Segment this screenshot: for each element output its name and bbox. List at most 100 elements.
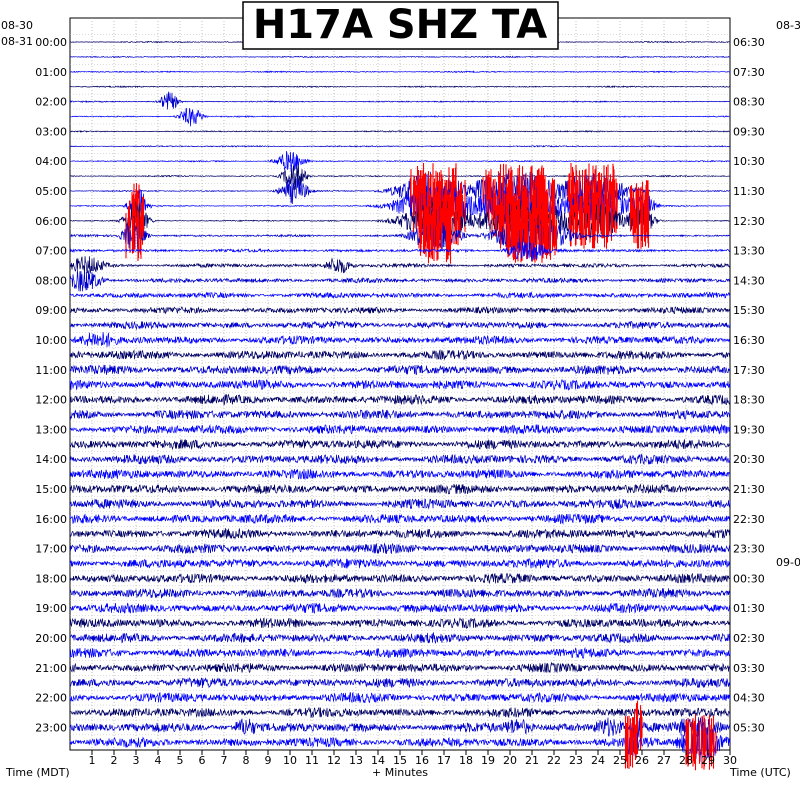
right-hour-label: 19:30 xyxy=(733,423,765,436)
x-tick-label: 9 xyxy=(265,754,272,767)
seismic-trace xyxy=(69,91,731,110)
left-hour-label: 13:00 xyxy=(35,423,67,436)
seismic-trace xyxy=(69,631,731,645)
seismic-trace xyxy=(69,378,731,391)
left-hour-label: 10:00 xyxy=(35,334,67,347)
right-hour-label: 05:30 xyxy=(733,721,765,734)
seismic-trace xyxy=(69,107,730,127)
x-tick-label: 20 xyxy=(503,754,517,767)
x-tick-label: 18 xyxy=(459,754,473,767)
left-hour-label: 21:00 xyxy=(35,662,67,675)
seismic-trace xyxy=(69,320,731,331)
seismic-trace xyxy=(69,572,731,585)
seismic-trace xyxy=(69,164,731,190)
seismic-trace xyxy=(69,184,731,227)
seismic-trace xyxy=(69,676,731,689)
x-tick-label: 13 xyxy=(349,754,363,767)
x-tick-label: 28 xyxy=(679,754,693,767)
seismic-trace xyxy=(69,542,731,555)
right-hour-label: 02:30 xyxy=(733,632,765,645)
seismic-trace xyxy=(70,85,731,89)
seismic-trace xyxy=(69,423,731,435)
x-tick-label: 2 xyxy=(111,754,118,767)
right-hour-label: 12:30 xyxy=(733,215,765,228)
right-hour-label: 06:30 xyxy=(733,36,765,49)
x-tick-label: 7 xyxy=(221,754,228,767)
x-tick-label: 1 xyxy=(89,754,96,767)
seismic-trace xyxy=(69,587,731,599)
x-tick-label: 30 xyxy=(723,754,737,767)
left-hour-label: 03:00 xyxy=(35,125,67,138)
right-hour-label: 01:30 xyxy=(733,602,765,615)
seismic-trace xyxy=(69,256,731,275)
right-hour-label: 15:30 xyxy=(733,304,765,317)
seismic-trace xyxy=(69,602,731,614)
right-hour-label: 22:30 xyxy=(733,513,765,526)
left-hour-label: 01:00 xyxy=(35,66,67,79)
x-tick-label: 25 xyxy=(613,754,627,767)
x-tick-label: 11 xyxy=(305,754,319,767)
seismic-trace xyxy=(69,393,731,406)
x-tick-label: 23 xyxy=(569,754,583,767)
right-date-top: 08-3 xyxy=(776,19,800,32)
seismic-trace xyxy=(69,170,731,213)
clipped-signal xyxy=(125,207,558,264)
seismic-trace xyxy=(70,70,731,74)
left-hour-label: 04:00 xyxy=(35,155,67,168)
x-tick-label: 22 xyxy=(547,754,561,767)
seismic-trace xyxy=(69,241,731,262)
right-hour-label: 18:30 xyxy=(733,394,765,407)
seismic-trace xyxy=(69,218,731,255)
left-hour-label: 23:00 xyxy=(35,721,67,734)
right-hour-label: 20:30 xyxy=(733,453,765,466)
right-axis-label: Time (UTC) xyxy=(729,766,791,779)
seismic-trace xyxy=(69,715,731,739)
seismic-trace xyxy=(69,721,731,762)
seismic-trace xyxy=(69,498,731,511)
left-hour-label: 08:00 xyxy=(35,274,67,287)
right-hour-label: 17:30 xyxy=(733,364,765,377)
right-hour-label: 10:30 xyxy=(733,155,765,168)
right-hour-label: 11:30 xyxy=(733,185,765,198)
left-hour-label: 16:00 xyxy=(35,513,67,526)
left-hour-labels: 00:00 01:00 02:00 03:00 04:00 05:00 06:00 07:00… xyxy=(35,36,67,734)
seismic-trace xyxy=(69,55,731,59)
x-tick-label: 4 xyxy=(155,754,162,767)
seismic-trace xyxy=(69,453,731,466)
left-hour-label: 22:00 xyxy=(35,692,67,705)
seismic-trace xyxy=(69,617,731,630)
left-date-second: 08-31 xyxy=(1,35,33,48)
right-hour-label: 09:30 xyxy=(733,125,765,138)
seismic-trace xyxy=(69,291,731,300)
left-hour-label: 00:00 xyxy=(35,36,67,49)
title-box xyxy=(242,1,559,50)
left-hour-label: 06:00 xyxy=(35,215,67,228)
seismic-trace xyxy=(69,269,731,292)
x-tick-label: 12 xyxy=(327,754,341,767)
seismic-trace xyxy=(69,409,731,420)
left-hour-label: 07:00 xyxy=(35,245,67,258)
seismic-trace xyxy=(69,483,731,495)
x-tick-label: 24 xyxy=(591,754,605,767)
right-hour-label: 13:30 xyxy=(733,245,765,258)
right-hour-label: 07:30 xyxy=(733,66,765,79)
x-tick-label: 26 xyxy=(635,754,649,767)
seismic-trace xyxy=(69,364,731,375)
right-date-change: 09-0 xyxy=(776,556,800,569)
seismic-trace xyxy=(69,646,731,659)
x-tick-label: 8 xyxy=(243,754,250,767)
left-axis-label: Time (MDT) xyxy=(5,766,70,779)
seismic-trace xyxy=(69,129,731,133)
left-hour-label: 20:00 xyxy=(35,632,67,645)
seismic-trace xyxy=(69,706,731,719)
seismic-trace xyxy=(69,349,731,361)
x-tick-label: 10 xyxy=(283,754,297,767)
left-hour-label: 14:00 xyxy=(35,453,67,466)
x-axis-label: + Minutes xyxy=(372,766,428,779)
left-date-top: 08-30 xyxy=(1,19,33,32)
x-ticks: 1 2 3 4 5 6 7 8 9 10 11 12 13 14 15 16 17 18 19 20 21 22 23 24 2… xyxy=(89,750,737,767)
x-tick-label: 3 xyxy=(133,754,140,767)
x-tick-label: 5 xyxy=(177,754,184,767)
clipped-signal xyxy=(624,714,717,771)
